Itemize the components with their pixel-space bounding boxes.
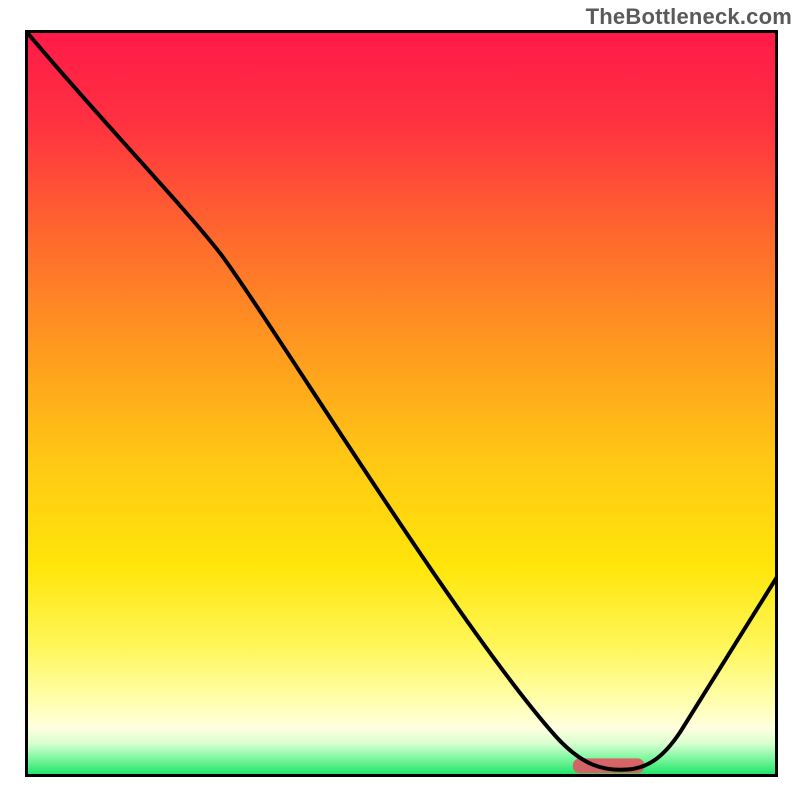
plot-svg (25, 30, 778, 777)
plot-area (25, 30, 778, 777)
plot-background (25, 30, 778, 777)
watermark-text: TheBottleneck.com (586, 4, 792, 30)
chart-frame: TheBottleneck.com (0, 0, 800, 800)
